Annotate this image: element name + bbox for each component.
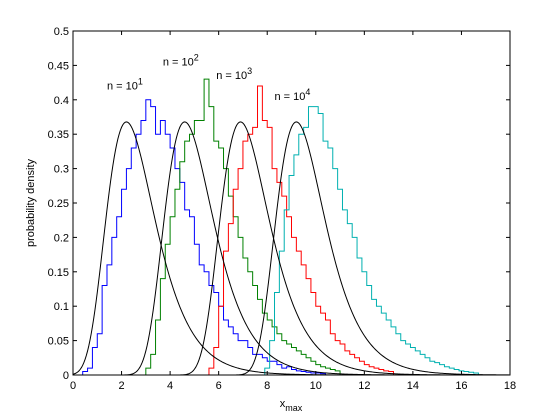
annotation-n-4: n = 104	[275, 87, 311, 103]
y-tick-label: 0.05	[48, 336, 69, 348]
annotation-base: n = 10	[107, 80, 138, 92]
x-tick-label: 8	[264, 380, 270, 392]
histogram-layer	[82, 78, 479, 375]
y-tick-label: 0.15	[48, 267, 69, 279]
tick-layer: 0 2 4 6 8 10 12 14 16 1800.050.10.150.20.250.30.3…	[48, 26, 517, 392]
x-tick-label: 18	[504, 380, 516, 392]
y-tick-label: 0.1	[54, 301, 69, 313]
x-axis-label: xmax	[280, 398, 303, 413]
histogram-series-1	[82, 99, 326, 375]
x-tick-label: 2	[118, 380, 124, 392]
x-axis-label-sub: max	[285, 403, 303, 413]
x-tick-label: 14	[407, 380, 419, 392]
y-tick-label: 0.35	[48, 129, 69, 141]
y-tick-label: 0.45	[48, 60, 69, 72]
y-tick-label: 0.5	[54, 26, 69, 38]
histogram-series-3	[208, 85, 394, 375]
y-tick-label: 0.2	[54, 232, 69, 244]
x-tick-label: 0	[70, 380, 76, 392]
annotation-base: n = 10	[275, 91, 306, 103]
annotation-n-2: n = 102	[163, 52, 199, 68]
annotation-exponent: 1	[138, 76, 143, 86]
x-tick-label: 16	[455, 380, 467, 392]
annotation-n-3: n = 103	[216, 66, 252, 82]
x-tick-label: 12	[358, 380, 370, 392]
x-tick-label: 10	[310, 380, 322, 392]
histogram-series-2	[145, 78, 341, 375]
y-axis-label: probability density	[25, 158, 37, 247]
annotation-exponent: 2	[194, 52, 199, 62]
y-tick-label: 0.4	[54, 95, 69, 107]
annotation-base: n = 10	[216, 70, 247, 82]
plot-area	[73, 31, 510, 375]
histogram-series-4	[264, 106, 479, 375]
annotation-exponent: 4	[305, 87, 310, 97]
x-tick-label: 4	[167, 380, 173, 392]
y-tick-label: 0.25	[48, 198, 69, 210]
x-tick-label: 6	[216, 380, 222, 392]
y-tick-label: 0.3	[54, 164, 69, 176]
annotation-exponent: 3	[247, 66, 252, 76]
density-curve-4	[199, 121, 509, 376]
annotation-n-1: n = 101	[107, 76, 143, 92]
annotation-base: n = 10	[163, 56, 194, 68]
x-axis-label-base: x	[280, 398, 286, 410]
y-tick-label: 0	[63, 370, 69, 382]
